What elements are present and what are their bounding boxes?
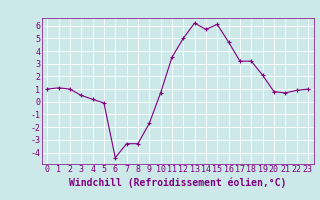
X-axis label: Windchill (Refroidissement éolien,°C): Windchill (Refroidissement éolien,°C)	[69, 177, 286, 188]
